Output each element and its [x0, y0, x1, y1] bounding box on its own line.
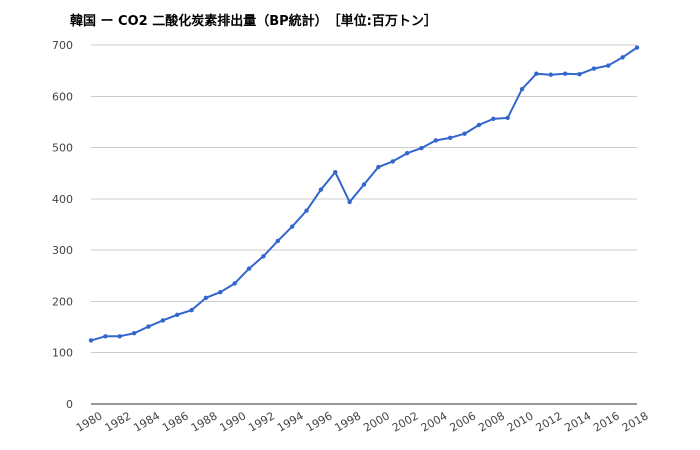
y-tick-label: 500 [52, 142, 73, 155]
x-tick-label: 2004 [419, 409, 450, 434]
data-point[interactable] [404, 151, 410, 156]
data-point[interactable] [448, 135, 453, 141]
data-point[interactable] [591, 66, 597, 71]
data-point[interactable] [390, 159, 395, 164]
data-point[interactable] [562, 71, 568, 76]
data-point[interactable] [175, 312, 180, 317]
y-tick-label: 700 [52, 39, 73, 52]
x-tick-label: 2010 [505, 409, 536, 434]
data-point[interactable] [232, 281, 237, 286]
data-point[interactable] [146, 324, 151, 329]
data-point[interactable] [577, 72, 582, 77]
y-tick-label: 400 [52, 193, 73, 206]
chart-title: 韓国 ー CO2 二酸化炭素排出量（BP統計） ［単位:百万トン］ [70, 14, 437, 29]
x-tick-label: 1994 [275, 409, 306, 434]
data-point[interactable] [275, 238, 280, 244]
grid-lines [91, 44, 637, 405]
data-point[interactable] [289, 224, 295, 229]
x-tick-label: 1984 [131, 409, 162, 434]
series-line [90, 46, 638, 342]
data-point[interactable] [117, 334, 122, 339]
data-point[interactable] [160, 318, 166, 323]
data-point[interactable] [505, 115, 510, 121]
y-tick-label: 200 [52, 295, 73, 308]
x-tick-label: 2008 [476, 409, 507, 434]
data-point[interactable] [419, 145, 424, 151]
data-point[interactable] [548, 72, 553, 77]
data-point[interactable] [347, 199, 352, 205]
x-tick-label: 1982 [103, 409, 134, 434]
data-point[interactable] [361, 182, 367, 187]
x-tick-label: 2018 [620, 409, 651, 434]
x-tick-label: 1988 [189, 409, 220, 434]
data-point[interactable] [218, 289, 223, 295]
y-tick-label: 600 [52, 90, 73, 103]
y-tick-label: 300 [52, 244, 73, 257]
data-point[interactable] [534, 71, 539, 76]
data-point[interactable] [433, 138, 439, 143]
data-point[interactable] [606, 63, 611, 68]
x-tick-label: 1986 [160, 409, 191, 434]
x-tick-label: 2016 [591, 409, 622, 434]
data-point[interactable] [333, 169, 338, 175]
data-point[interactable] [318, 187, 324, 192]
y-tick-label: 0 [66, 398, 73, 411]
data-series [88, 45, 640, 343]
data-point[interactable] [519, 86, 525, 92]
x-tick-label: 2002 [390, 409, 421, 434]
data-point[interactable] [261, 254, 266, 259]
x-tick-label: 1996 [304, 409, 335, 434]
data-point[interactable] [131, 331, 137, 336]
y-axis-tick-labels: 0 100 200 300 400 500 600 700 [52, 39, 73, 411]
data-point[interactable] [634, 45, 640, 50]
data-point[interactable] [462, 131, 467, 136]
data-point[interactable] [246, 266, 252, 271]
x-axis-tick-labels: 1980198219841986198819901992199419961998… [74, 409, 651, 434]
data-point[interactable] [203, 295, 209, 301]
x-tick-label: 2006 [447, 409, 478, 434]
x-tick-label: 1992 [246, 409, 277, 434]
data-point[interactable] [620, 55, 625, 60]
data-point[interactable] [304, 208, 309, 213]
x-tick-label: 1990 [218, 409, 249, 434]
x-tick-label: 2000 [361, 409, 392, 434]
data-point[interactable] [88, 338, 94, 343]
x-tick-label: 1998 [333, 409, 364, 434]
x-tick-label: 2014 [562, 409, 593, 434]
data-point[interactable] [103, 334, 108, 339]
data-point[interactable] [189, 307, 194, 313]
data-point[interactable] [491, 116, 496, 122]
x-tick-label: 1980 [74, 409, 105, 434]
data-point[interactable] [376, 164, 381, 170]
x-tick-label: 2012 [534, 409, 565, 434]
y-tick-label: 100 [52, 347, 73, 360]
data-point[interactable] [476, 122, 482, 128]
